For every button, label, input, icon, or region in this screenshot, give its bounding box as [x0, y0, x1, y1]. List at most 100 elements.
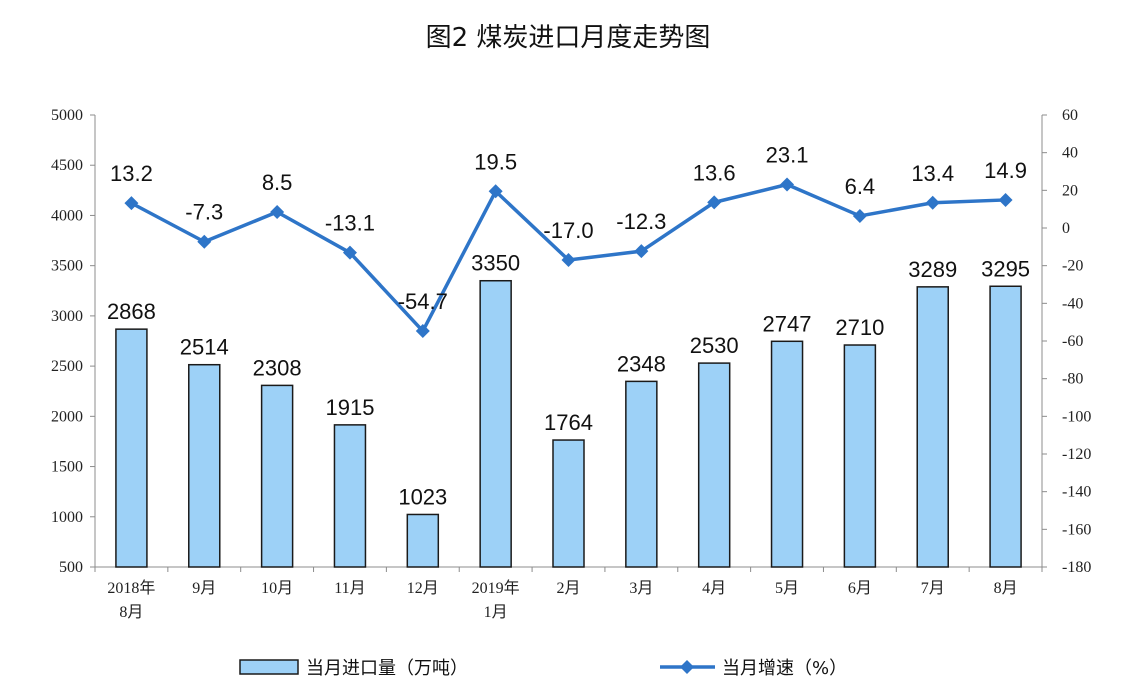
growth-value-label: 13.6 — [693, 160, 736, 185]
y-left-tick-label: 4500 — [51, 157, 83, 174]
growth-point — [634, 244, 649, 259]
legend-line-label: 当月增速（%） — [722, 658, 847, 679]
bar-value-label: 2868 — [107, 299, 156, 324]
bar — [260, 384, 294, 568]
growth-point — [270, 204, 285, 219]
growth-value-label: -13.1 — [325, 211, 375, 236]
growth-point — [998, 192, 1013, 207]
growth-value-label: 13.2 — [110, 161, 153, 186]
bar — [989, 285, 1022, 568]
x-tick-label: 8月 — [994, 580, 1018, 597]
y-right-tick-label: 40 — [1062, 145, 1078, 162]
chart-title: 图2 煤炭进口月度走势图 — [426, 23, 711, 53]
y-left-tick-label: 4000 — [51, 207, 83, 224]
y-right-tick-label: -20 — [1062, 258, 1083, 275]
x-tick-label: 6月 — [848, 580, 872, 597]
y-right-tick-label: -80 — [1062, 371, 1083, 388]
x-tick-label: 12月 — [407, 580, 439, 597]
growth-value-label: 23.1 — [766, 142, 809, 167]
bar-value-label: 3350 — [471, 251, 520, 276]
y-left-tick-label: 2500 — [51, 358, 83, 375]
growth-value-label: 6.4 — [845, 174, 876, 199]
y-left-tick-label: 5000 — [51, 107, 83, 124]
y-right-tick-label: -120 — [1062, 446, 1091, 463]
bar — [406, 513, 440, 568]
growth-value-label: 13.4 — [911, 161, 954, 186]
growth-point — [197, 234, 212, 249]
growth-point — [780, 177, 795, 192]
x-tick-label: 11月 — [334, 580, 365, 597]
y-left-tick-label: 2000 — [51, 408, 83, 425]
bar — [770, 340, 804, 568]
growth-value-label: -7.3 — [185, 200, 223, 225]
legend-line-marker — [680, 660, 694, 674]
growth-value-label: 19.5 — [474, 149, 517, 174]
growth-point — [124, 196, 139, 211]
bar-value-label: 1915 — [325, 395, 374, 420]
bar-value-label: 2348 — [617, 351, 666, 376]
bar — [843, 344, 877, 568]
bar-value-label: 3295 — [981, 256, 1030, 281]
axes: 500 1000 1500 2000 2500 3000 3500 4000 4500 5000 -… — [51, 107, 1091, 621]
bar-value-label: 2514 — [180, 335, 229, 360]
growth-value-label: -54.7 — [398, 289, 448, 314]
growth-value-label: 8.5 — [262, 170, 293, 195]
data-labels: 2868 2514 2308 1915 1023 3350 1764 2348 2530 2747… — [107, 142, 1030, 509]
bar-value-label: 2308 — [253, 355, 302, 380]
growth-point — [488, 184, 503, 199]
legend-bar-swatch — [239, 659, 299, 675]
y-right-tick-label: 20 — [1062, 182, 1078, 199]
y-right-tick-label: -60 — [1062, 333, 1083, 350]
bar-value-label: 3289 — [908, 257, 957, 282]
bar — [333, 424, 367, 568]
bar — [916, 286, 949, 568]
bar — [479, 279, 512, 568]
y-right-tick-label: 0 — [1062, 220, 1070, 237]
x-tick-label: 2月 — [556, 580, 580, 597]
y-left-tick-label: 3000 — [51, 308, 83, 325]
bar-value-label: 2710 — [835, 315, 884, 340]
growth-value-label: -12.3 — [616, 209, 666, 234]
bar — [115, 328, 148, 568]
bar — [697, 362, 731, 568]
bar — [188, 363, 221, 568]
y-right-tick-label: -100 — [1062, 408, 1091, 425]
x-tick-label: 7月 — [921, 580, 945, 597]
y-right-tick-label: -180 — [1062, 559, 1091, 576]
growth-line — [124, 177, 1013, 339]
growth-point — [561, 253, 576, 268]
x-tick-label: 3月 — [629, 580, 653, 597]
y-left-tick-label: 500 — [59, 559, 83, 576]
y-right-tick-label: -40 — [1062, 295, 1083, 312]
bar-value-label: 1764 — [544, 410, 593, 435]
x-tick-label: 9月 — [192, 580, 216, 597]
y-left-tick-label: 1500 — [51, 459, 83, 476]
y-right-tick-label: -140 — [1062, 484, 1091, 501]
bar-value-label: 1023 — [398, 484, 447, 509]
bars — [115, 279, 1022, 568]
x-tick-label: 8月 — [119, 604, 143, 621]
x-tick-label: 2018年 — [107, 579, 155, 597]
growth-value-label: 14.9 — [984, 158, 1027, 183]
y-left-tick-label: 1000 — [51, 509, 83, 526]
x-tick-label: 10月 — [261, 580, 293, 597]
y-right-tick-label: 60 — [1062, 107, 1078, 124]
bar-value-label: 2747 — [763, 311, 812, 336]
y-right-tick-label: -160 — [1062, 521, 1091, 538]
legend-bar-label: 当月进口量（万吨） — [306, 658, 468, 679]
bar-value-label: 2530 — [690, 333, 739, 358]
bar — [625, 380, 658, 568]
growth-value-label: -17.0 — [543, 218, 593, 243]
growth-point — [925, 195, 940, 210]
growth-point — [342, 245, 357, 260]
x-tick-label: 1月 — [484, 604, 508, 621]
x-tick-label: 2019年 — [472, 579, 520, 597]
x-tick-label: 4月 — [702, 580, 726, 597]
x-tick-label: 5月 — [775, 580, 799, 597]
bar — [552, 439, 585, 568]
legend: 当月进口量（万吨） 当月增速（%） — [239, 658, 847, 679]
y-left-tick-label: 3500 — [51, 258, 83, 275]
growth-point — [852, 208, 867, 223]
growth-point — [415, 324, 430, 339]
